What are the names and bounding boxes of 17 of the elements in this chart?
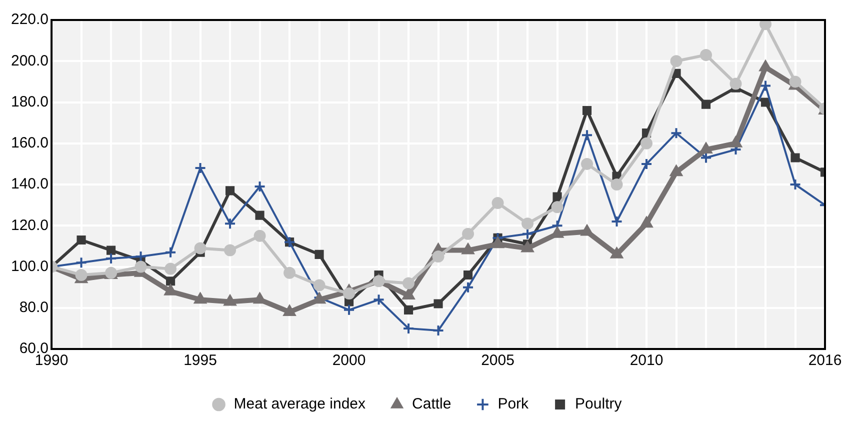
x-tick-label: 2016	[808, 352, 842, 370]
y-tick-label: 160.0	[10, 134, 49, 152]
legend-label: Pork	[498, 396, 530, 413]
y-tick-label: 220.0	[10, 11, 49, 28]
y-tick-label: 100.0	[10, 258, 49, 275]
y-tick-label: 180.0	[10, 93, 49, 110]
legend-label: Meat average index	[234, 396, 366, 413]
y-tick-label: 140.0	[10, 176, 49, 193]
legend-label: Cattle	[412, 396, 452, 413]
y-tick-label: 200.0	[10, 52, 49, 70]
x-tick-label: 2010	[630, 352, 664, 370]
y-tick-label: 80.0	[19, 299, 49, 316]
x-tick-label: 2000	[332, 352, 366, 370]
x-tick-label: 2005	[481, 352, 514, 370]
x-tick-label: 1995	[184, 352, 217, 370]
legend-label: Poultry	[575, 396, 622, 413]
y-tick-label: 120.0	[10, 216, 49, 234]
